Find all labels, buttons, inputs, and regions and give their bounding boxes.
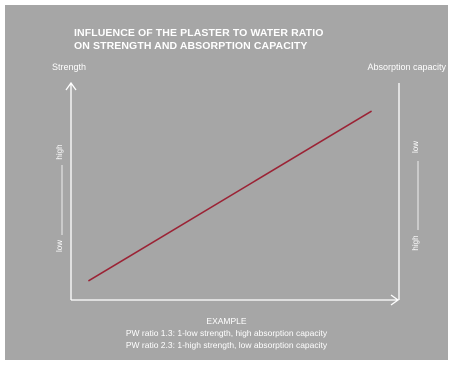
left-axis-low-label: low (55, 240, 64, 252)
chart-panel: INFLUENCE OF THE PLASTER TO WATER RATIO … (5, 5, 448, 360)
left-axis-title: Strength (52, 62, 87, 72)
right-axis-high-label: high (411, 235, 420, 250)
series-layer (88, 110, 372, 282)
chart-title-line-1: INFLUENCE OF THE PLASTER TO WATER RATIO (74, 27, 324, 39)
example-line-1: PW ratio 1.3: 1-low strength, high absor… (125, 328, 328, 338)
x-axis-arrow-icon (390, 294, 400, 306)
example-line-2: PW ratio 2.3: 1-high strength, low absor… (125, 340, 328, 350)
left-y-axis-arrow-icon (65, 81, 77, 91)
left-axis-high-label: high (55, 144, 64, 159)
right-axis-low-label: low (411, 141, 420, 153)
example-heading: EXAMPLE (206, 316, 247, 326)
series-line-0 (88, 110, 372, 282)
right-axis-title: Absorption capacity (367, 62, 446, 72)
chart-title: INFLUENCE OF THE PLASTER TO WATER RATIO … (74, 27, 323, 52)
plot-area: low high low high (55, 81, 420, 306)
chart-title-line-2: ON STRENGTH AND ABSORPTION CAPACITY (74, 39, 308, 52)
